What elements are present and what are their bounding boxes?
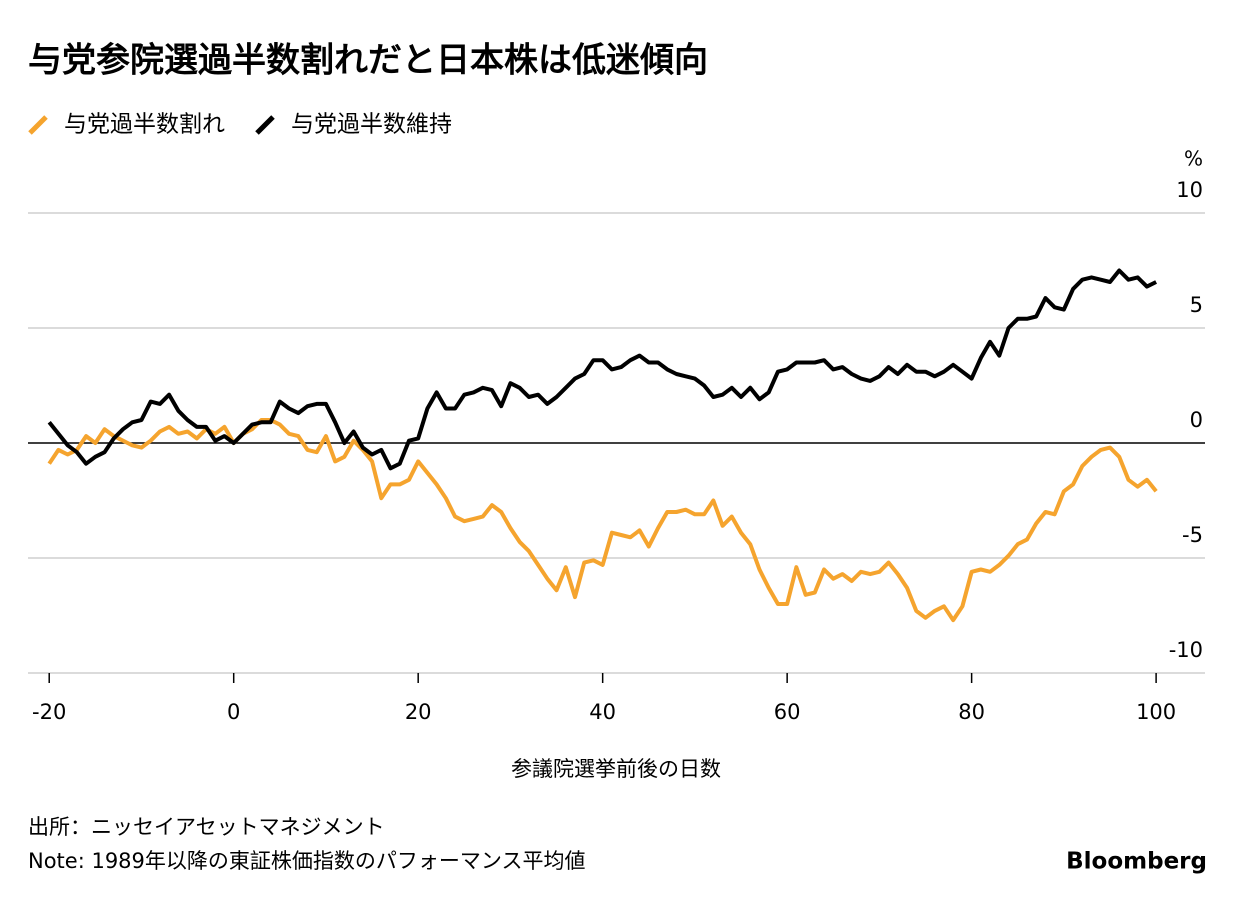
x-tick-label: 80 [958,700,985,724]
x-tick-label: 100 [1136,700,1176,724]
brand: Bloomberg [1066,849,1207,875]
source: 出所：ニッセイアセットマネジメント [28,815,385,839]
y-tick-label: -5 [1182,523,1203,547]
series-line [47,418,1158,623]
y-tick-label: -10 [1169,638,1203,662]
legend-swatch [255,115,275,135]
y-tick-label: 10 [1176,178,1203,202]
x-tick-label: 20 [405,700,432,724]
x-tick-label: 0 [227,700,240,724]
legend-label: 与党過半数維持 [291,112,452,138]
legend-label: 与党過半数割れ [64,112,225,138]
series-line [47,268,1158,471]
x-tick-label: 60 [774,700,801,724]
x-tick-label: 40 [589,700,616,724]
x-tick-label: -20 [32,700,66,724]
y-tick-label: 5 [1190,293,1203,317]
note: Note: 1989年以降の東証株価指数のパフォーマンス平均値 [28,849,585,873]
y-tick-label: 0 [1190,408,1203,432]
y-unit: % [1184,147,1203,171]
chart-title: 与党参院選過半数割れだと日本株は低迷傾向 [28,41,708,81]
x-axis-label: 参議院選挙前後の日数 [511,757,721,781]
legend-swatch [28,115,48,135]
